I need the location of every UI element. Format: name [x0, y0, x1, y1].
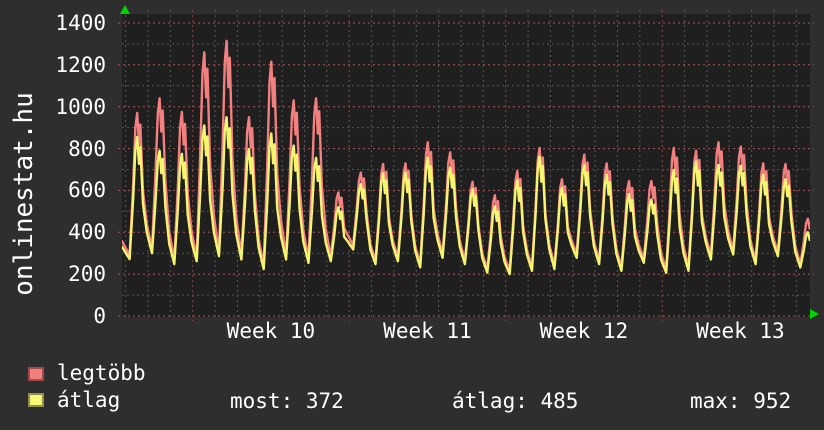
- legend-label-atlag: átlag: [57, 388, 121, 412]
- atlag-line: [122, 116, 810, 276]
- watermark-vertical-text: onlinestat.hu: [9, 92, 39, 296]
- stat-atlag: átlag: 485: [452, 389, 579, 413]
- y-axis-arrow-icon: [120, 5, 130, 14]
- plot-area: [118, 10, 814, 321]
- x-tick-label-week-10: Week 10: [226, 319, 316, 343]
- chart-canvas: [118, 10, 814, 321]
- y-tick-label-800: 800: [68, 136, 106, 161]
- legend-swatch-legtobb: [28, 367, 44, 381]
- y-tick-label-1000: 1000: [55, 94, 106, 119]
- y-tick-label-1200: 1200: [55, 52, 106, 77]
- x-tick-label-week-11: Week 11: [383, 319, 472, 343]
- y-tick-label-1400: 1400: [55, 10, 106, 35]
- y-tick-label-600: 600: [68, 178, 106, 203]
- x-tick-label-week-13: Week 13: [696, 319, 785, 343]
- y-tick-label-0: 0: [93, 304, 106, 328]
- legend-swatch-atlag: [28, 393, 44, 407]
- stat-max: max: 952: [690, 389, 792, 413]
- x-axis-arrow-icon: [810, 309, 819, 319]
- stat-most: most: 372: [230, 389, 344, 413]
- y-tick-label-200: 200: [68, 262, 106, 287]
- legend-label-legtobb: legtöbb: [57, 361, 146, 385]
- x-tick-label-week-12: Week 12: [539, 319, 629, 343]
- y-tick-label-400: 400: [68, 220, 106, 245]
